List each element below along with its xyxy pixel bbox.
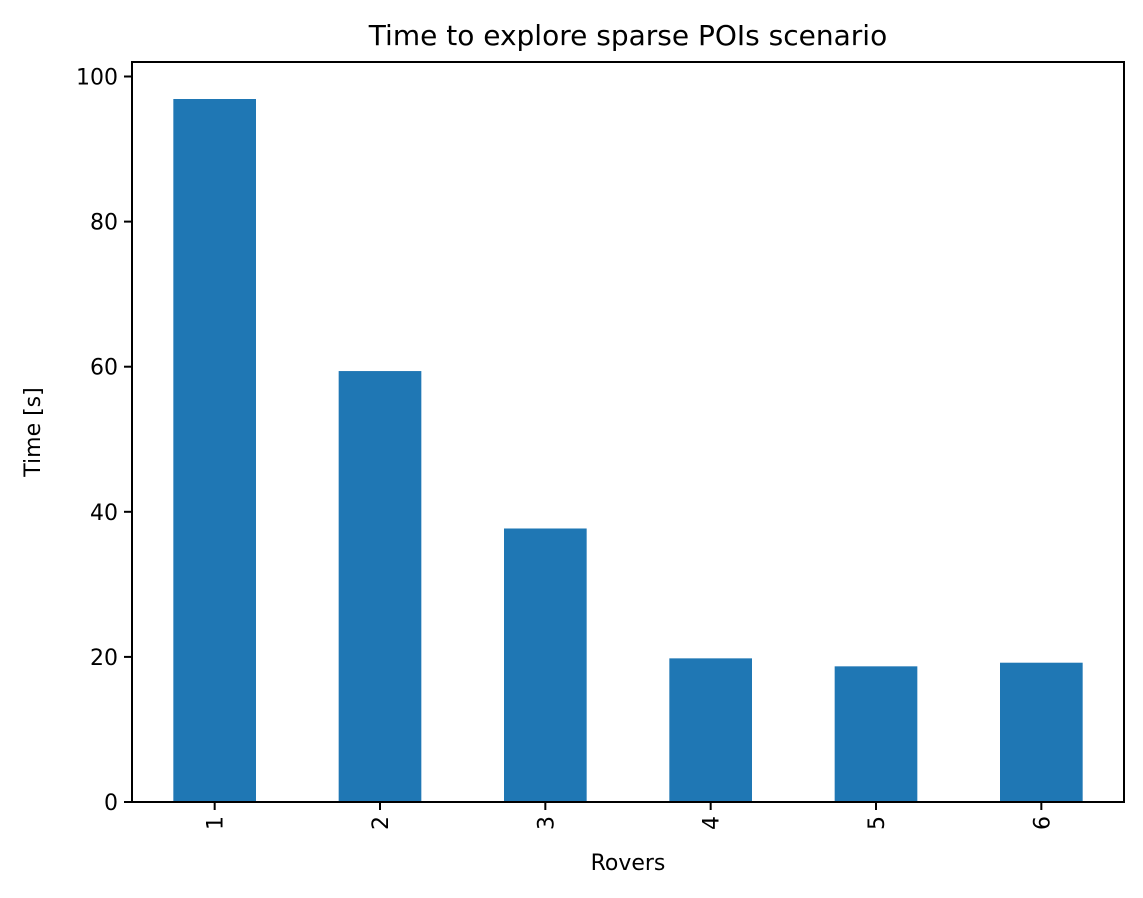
bars-group xyxy=(173,99,1083,802)
x-tick-label: 5 xyxy=(865,816,890,830)
x-tick-label: 1 xyxy=(204,816,229,830)
plot-frame xyxy=(131,61,1125,803)
bar-rover-3 xyxy=(504,528,587,802)
x-tick-label: 4 xyxy=(700,816,725,830)
y-tick-label: 0 xyxy=(104,791,118,816)
x-tick-label: 3 xyxy=(534,816,559,830)
x-tick-label: 2 xyxy=(369,816,394,830)
y-tick-label: 80 xyxy=(90,211,118,236)
bar-rover-6 xyxy=(1000,662,1083,802)
y-tick-label: 20 xyxy=(90,646,118,671)
chart-title: Time to explore sparse POIs scenario xyxy=(368,19,887,52)
y-axis-ticks: 0 20 40 60 80 100 xyxy=(76,66,132,816)
x-axis-ticks: 1 2 3 4 5 6 xyxy=(204,802,1055,830)
x-axis-label: Rovers xyxy=(591,851,666,876)
bar-rover-1 xyxy=(173,99,256,802)
bar-rover-4 xyxy=(669,658,752,802)
bar-rover-2 xyxy=(338,371,422,802)
bar-rover-5 xyxy=(834,666,918,802)
x-tick-label: 6 xyxy=(1030,816,1055,830)
y-tick-label: 60 xyxy=(90,356,118,381)
y-tick-label: 100 xyxy=(76,66,118,91)
y-tick-label: 40 xyxy=(90,501,118,526)
y-axis-label: Time [s] xyxy=(21,387,46,477)
